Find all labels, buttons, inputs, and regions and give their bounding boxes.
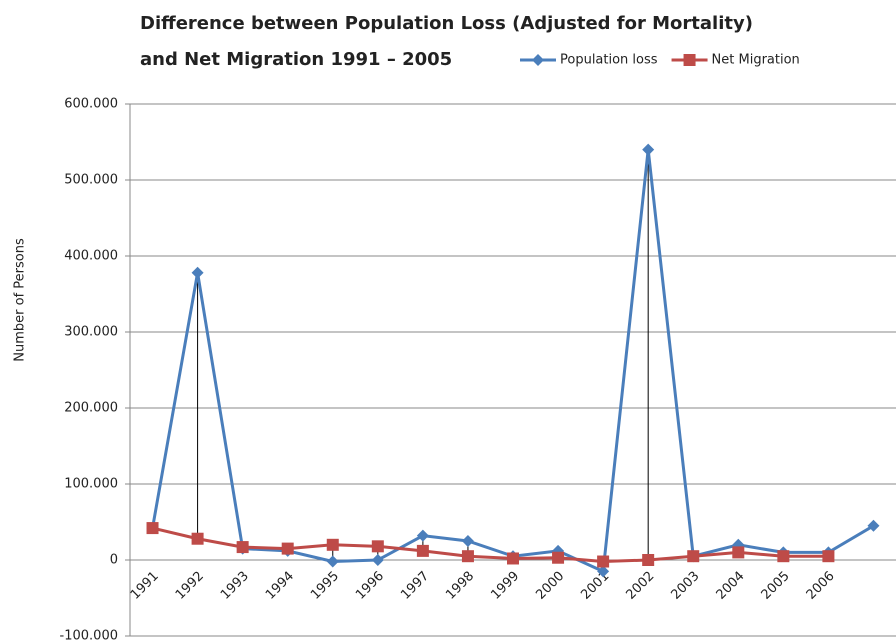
chart-title: and Net Migration 1991 – 2005 (140, 49, 452, 70)
marker (326, 538, 339, 551)
x-tick-label: 1994 (263, 569, 297, 603)
marker (326, 555, 339, 568)
x-tick-label: 1998 (443, 569, 477, 603)
marker (371, 540, 384, 553)
marker (416, 544, 429, 557)
marker (597, 555, 610, 568)
x-tick-label: 1992 (173, 569, 207, 603)
y-tick-label: 0 (110, 553, 118, 568)
x-tick-label: 2001 (578, 569, 612, 603)
x-tick-label: 2004 (714, 569, 748, 603)
marker (146, 522, 159, 535)
marker (236, 541, 249, 554)
chart-title: Difference between Population Loss (Adju… (140, 13, 753, 34)
x-tick-label: 2005 (759, 569, 793, 603)
y-tick-label: -100.000 (60, 629, 118, 642)
y-tick-label: 100.000 (64, 477, 118, 492)
marker (597, 565, 610, 578)
y-axis-label: Number of Persons (13, 238, 28, 362)
marker (461, 535, 474, 547)
x-tick-label: 1995 (308, 569, 342, 603)
marker (642, 554, 655, 566)
x-tick-label: 2002 (623, 569, 657, 603)
marker (507, 552, 519, 565)
series-line (152, 526, 829, 564)
marker (416, 529, 429, 542)
x-tick-label: 2006 (804, 569, 838, 603)
marker (822, 550, 835, 563)
x-tick-label: 1999 (488, 569, 522, 603)
y-tick-label: 400.000 (64, 249, 118, 264)
legend-label: Population loss (560, 53, 658, 68)
marker (191, 532, 204, 545)
marker (281, 542, 294, 555)
marker (683, 54, 696, 66)
x-tick-label: 2000 (533, 569, 567, 603)
marker (687, 550, 700, 563)
x-tick-label: 1996 (353, 569, 387, 603)
marker (461, 550, 474, 563)
marker (191, 266, 204, 279)
x-tick-label: 1997 (398, 569, 432, 603)
series-line (151, 149, 875, 574)
x-tick-label: 1993 (218, 569, 252, 603)
y-tick-label: 300.000 (64, 325, 118, 340)
marker (532, 54, 544, 66)
legend-label: Net Migration (712, 53, 800, 68)
marker (552, 551, 565, 564)
marker (777, 550, 790, 563)
marker (867, 519, 880, 532)
x-tick-label: 2003 (669, 569, 703, 603)
y-tick-label: 200.000 (64, 401, 118, 416)
y-tick-label: 500.000 (64, 173, 118, 188)
marker (732, 546, 745, 559)
x-tick-label: 1991 (128, 569, 162, 603)
marker (642, 143, 655, 156)
y-tick-label: 600.000 (64, 97, 118, 112)
marker (371, 554, 384, 566)
